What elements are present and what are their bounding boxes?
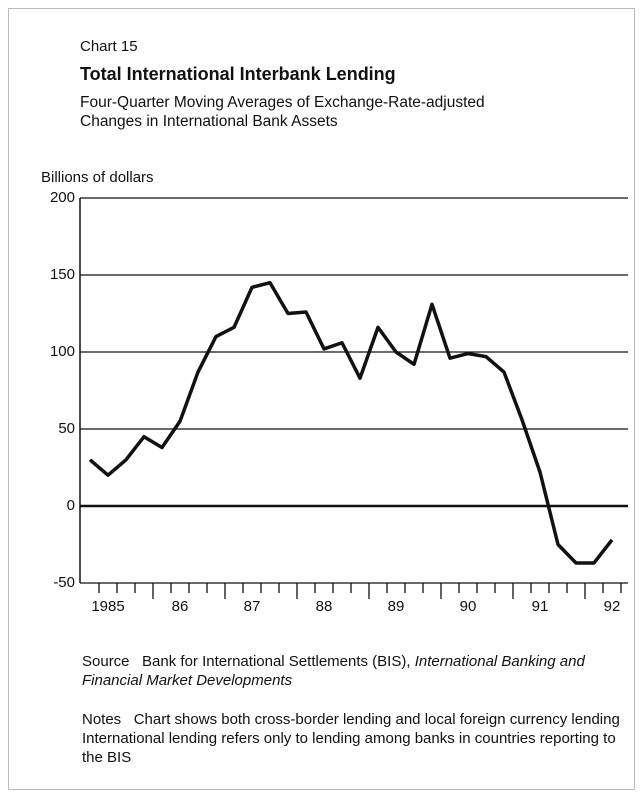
x-tick-label: 87 <box>244 598 261 615</box>
y-tick-label: 100 <box>50 343 75 360</box>
x-tick-label: 90 <box>460 598 477 615</box>
x-tick-label: 89 <box>388 598 405 615</box>
notes-text: Chart shows both cross-border lending an… <box>82 711 620 766</box>
x-tick-label: 1985 <box>91 598 124 615</box>
chart-title: Total International Interbank Lending <box>80 64 396 84</box>
x-tick-label: 92 <box>604 598 621 615</box>
chart-subtitle: Four-Quarter Moving Averages of Exchange… <box>80 94 485 111</box>
frame <box>8 8 635 790</box>
y-tick-label: 0 <box>67 497 75 514</box>
x-tick-label: 86 <box>172 598 189 615</box>
notes-label: Notes <box>82 711 122 728</box>
chart-label: Chart 15 <box>80 38 138 55</box>
data-line <box>88 280 614 565</box>
y-tick-label: 150 <box>50 266 75 283</box>
x-tick-label: 88 <box>316 598 333 615</box>
y-axis-label: Billions of dollars <box>41 169 154 186</box>
x-tick-label: 91 <box>532 598 549 615</box>
y-tick-label: 200 <box>50 189 75 206</box>
source-text: Bank for International Settlements (BIS)… <box>142 653 411 670</box>
source-label: Source <box>82 653 130 670</box>
y-tick-label: 50 <box>58 420 75 437</box>
y-tick-label: -50 <box>53 574 75 591</box>
notes: Notes Chart shows both cross-border lend… <box>82 710 622 767</box>
source: Source Bank for International Settlement… <box>82 652 622 690</box>
chart-subtitle: Changes in International Bank Assets <box>80 113 338 130</box>
source-italic: International Banking and Financial Mark… <box>82 653 585 689</box>
